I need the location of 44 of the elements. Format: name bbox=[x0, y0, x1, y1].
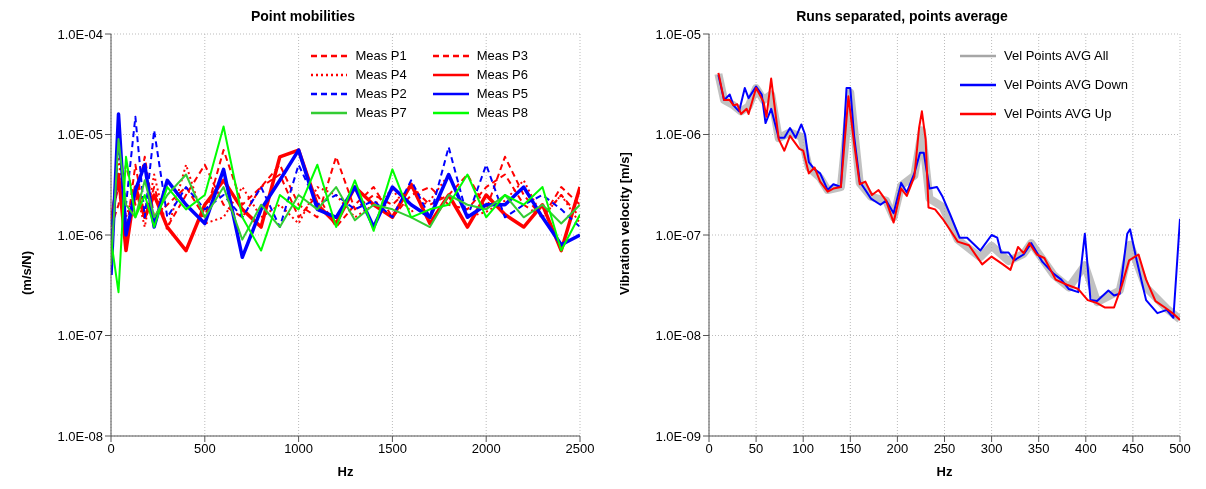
x-tick-label: 0 bbox=[107, 441, 115, 457]
x-tick-label: 1500 bbox=[377, 441, 407, 457]
x-tick-label: 2000 bbox=[471, 441, 501, 457]
y-tick-label: 1.0E-04 bbox=[57, 26, 103, 42]
x-tick-label: 500 bbox=[193, 441, 216, 457]
y-tick-label: 1.0E-05 bbox=[57, 127, 103, 143]
x-tick-label: 450 bbox=[1122, 441, 1144, 457]
x-tick-label: 400 bbox=[1074, 441, 1097, 457]
legend-label: Meas P7 bbox=[355, 105, 407, 120]
legend-label: Vel Points AVG All bbox=[1003, 48, 1109, 63]
x-tick-label: 100 bbox=[792, 441, 815, 457]
y-tick-label: 1.0E-08 bbox=[57, 428, 103, 444]
legend-label: Meas P3 bbox=[476, 48, 528, 63]
x-axis-title: Hz bbox=[337, 464, 354, 479]
y-tick-label: 1.0E-07 bbox=[57, 328, 103, 344]
legend-label: Meas P5 bbox=[476, 86, 528, 101]
legend-label: Meas P6 bbox=[476, 67, 528, 82]
x-axis-title: Hz bbox=[936, 464, 953, 479]
y-tick-label: 1.0E-08 bbox=[655, 328, 701, 344]
y-axis-title: Vibration velocity [m/s] bbox=[616, 152, 632, 295]
x-tick-label: 50 bbox=[748, 441, 764, 457]
legend-label: Meas P2 bbox=[355, 86, 407, 101]
legend-label: Vel Points AVG Up bbox=[1003, 106, 1112, 121]
y-axis-title: (m/s/N) bbox=[18, 250, 34, 295]
x-tick-label: 2500 bbox=[565, 441, 595, 457]
x-tick-label: 250 bbox=[933, 441, 956, 457]
legend-label: Meas P1 bbox=[355, 48, 407, 63]
x-tick-label: 150 bbox=[839, 441, 862, 457]
x-tick-label: 500 bbox=[1169, 441, 1191, 457]
x-tick-label: 200 bbox=[886, 441, 909, 457]
legend-label: Vel Points AVG Down bbox=[1003, 77, 1128, 92]
chart-title: Point mobilities bbox=[249, 8, 357, 26]
y-tick-label: 1.0E-09 bbox=[655, 428, 701, 444]
x-tick-label: 1000 bbox=[284, 441, 314, 457]
x-tick-label: 350 bbox=[1027, 441, 1050, 457]
legend-label: Meas P4 bbox=[355, 67, 407, 82]
y-tick-label: 1.0E-07 bbox=[655, 227, 701, 243]
y-tick-label: 1.0E-06 bbox=[655, 127, 701, 143]
x-tick-label: 0 bbox=[705, 441, 713, 457]
x-tick-label: 300 bbox=[980, 441, 1003, 457]
legend-label: Meas P8 bbox=[476, 105, 528, 120]
chart-title: Runs separated, points average bbox=[795, 8, 1009, 26]
y-tick-label: 1.0E-05 bbox=[655, 26, 701, 42]
y-tick-label: 1.0E-06 bbox=[57, 227, 103, 243]
